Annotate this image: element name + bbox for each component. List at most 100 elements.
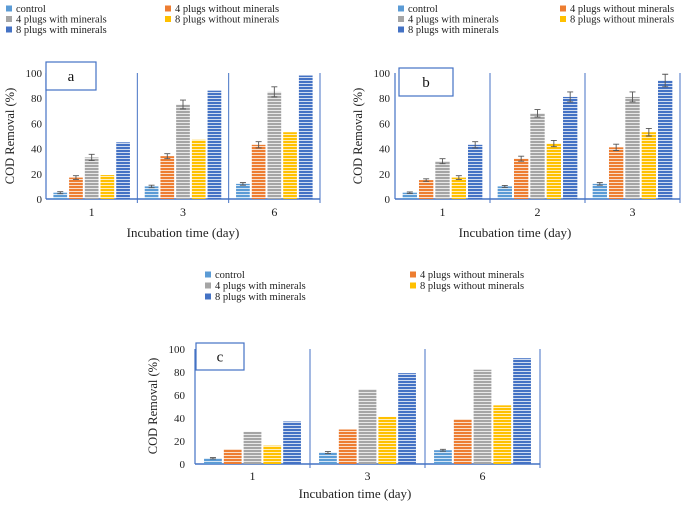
- bar-8-plugs-without-minerals-day-1: [451, 177, 467, 199]
- error-bar: [88, 153, 95, 162]
- error-bar: [439, 448, 446, 452]
- bar-control-day-3: [144, 186, 159, 199]
- bar-4-plugs-with-minerals-day-6: [473, 369, 492, 464]
- bar-8-plugs-with-minerals-day-1: [468, 144, 483, 199]
- bar-4-plugs-without-minerals-day-1: [69, 177, 83, 199]
- error-bar: [518, 155, 525, 162]
- legend-swatch-control: [398, 5, 404, 12]
- y-tick-label: 20: [379, 169, 391, 181]
- error-bar: [472, 141, 479, 149]
- x-tick-label: 3: [630, 205, 636, 219]
- legend-swatch-control: [205, 271, 211, 278]
- bar-8-plugs-with-minerals-day-1: [116, 142, 130, 199]
- legend-label-8-plugs-without-minerals: 8 plugs without minerals: [570, 15, 674, 26]
- bar-4-plugs-with-minerals-day-3: [358, 389, 377, 464]
- x-axis-label: Incubation time (day): [299, 486, 412, 501]
- error-bar: [645, 127, 652, 137]
- bar-control-day-3: [319, 452, 337, 464]
- panel-label-box: [45, 61, 97, 91]
- bar-control-day-6: [434, 450, 452, 464]
- x-axis-label: Incubation time (day): [127, 225, 240, 240]
- legend-label-4-plugs-with-minerals: 4 plugs with minerals: [215, 281, 306, 292]
- legend-swatch-control: [6, 5, 12, 12]
- panel-label: c: [217, 350, 224, 366]
- legend-label-8-plugs-with-minerals: 8 plugs with minerals: [408, 25, 499, 36]
- y-tick-label: 0: [37, 194, 43, 206]
- bar-8-plugs-with-minerals-day-6: [298, 75, 313, 199]
- legend-swatch-4-plugs-without-minerals: [560, 5, 566, 12]
- legend-label-control: control: [408, 4, 438, 15]
- error-bar: [271, 86, 278, 98]
- x-tick-label: 6: [480, 469, 486, 483]
- error-bar: [613, 143, 620, 151]
- bar-4-plugs-without-minerals-day-3: [338, 429, 357, 464]
- chart-panel-a: control 4 plugs without minerals 4 plugs w…: [3, 4, 321, 240]
- bar-8-plugs-without-minerals-day-1: [100, 175, 115, 199]
- x-tick-label: 1: [89, 205, 95, 219]
- legend-swatch-8-plugs-with-minerals: [398, 26, 404, 33]
- bar-8-plugs-with-minerals-day-6: [513, 358, 531, 464]
- error-bar: [164, 153, 171, 160]
- bar-4-plugs-with-minerals-day-1: [84, 157, 99, 199]
- y-tick-label: 40: [379, 144, 391, 156]
- bar-8-plugs-without-minerals-day-6: [493, 405, 512, 464]
- legend-a: control 4 plugs without minerals 4 plugs w…: [6, 4, 279, 36]
- bar-control-day-1: [402, 192, 417, 199]
- legend-swatch-8-plugs-without-minerals: [165, 16, 171, 22]
- bar-control-day-1: [204, 458, 222, 464]
- chart-panel-b: control 4 plugs without minerals 4 plugs w…: [351, 4, 681, 240]
- y-tick-label: 0: [385, 194, 391, 206]
- bar-8-plugs-with-minerals-day-2: [563, 96, 578, 199]
- legend-label-8-plugs-with-minerals: 8 plugs with minerals: [215, 292, 306, 303]
- bar-8-plugs-without-minerals-day-3: [378, 416, 397, 464]
- y-tick-label: 40: [174, 413, 186, 425]
- x-tick-label: 2: [535, 205, 541, 219]
- bar-control-day-1: [53, 192, 68, 199]
- legend-c: control 4 plugs without minerals 4 plugs w…: [205, 270, 524, 303]
- panel-label-box: [398, 67, 454, 97]
- bar-4-plugs-without-minerals-day-1: [223, 449, 242, 464]
- error-bar: [57, 191, 64, 195]
- y-tick-label: 80: [379, 93, 391, 105]
- bar-8-plugs-with-minerals-day-3: [658, 80, 673, 199]
- error-bar: [567, 91, 574, 103]
- y-axis-label: COD Removal (%): [351, 88, 365, 185]
- y-axis-label: COD Removal (%): [3, 88, 17, 185]
- x-tick-label: 6: [271, 205, 277, 219]
- error-bar: [534, 109, 541, 118]
- y-tick-label: 100: [169, 344, 186, 356]
- legend-label-control: control: [215, 270, 245, 281]
- y-tick-label: 0: [180, 459, 186, 471]
- y-axis-label: COD Removal (%): [146, 358, 160, 455]
- error-bar: [324, 451, 331, 454]
- legend-label-8-plugs-without-minerals: 8 plugs without minerals: [420, 281, 524, 292]
- legend-label-4-plugs-with-minerals: 4 plugs with minerals: [16, 15, 107, 26]
- error-bar: [72, 175, 79, 180]
- legend-swatch-4-plugs-without-minerals: [410, 271, 416, 278]
- bar-4-plugs-with-minerals-day-3: [625, 96, 640, 199]
- legend-label-4-plugs-without-minerals: 4 plugs without minerals: [175, 4, 279, 15]
- error-bar: [148, 184, 155, 189]
- x-tick-label: 3: [180, 205, 186, 219]
- y-tick-label: 20: [31, 169, 43, 181]
- bar-8-plugs-with-minerals-day-1: [283, 421, 301, 464]
- legend-label-4-plugs-without-minerals: 4 plugs without minerals: [570, 4, 674, 15]
- legend-label-4-plugs-with-minerals: 4 plugs with minerals: [408, 15, 499, 26]
- error-bar: [501, 184, 508, 188]
- bar-control-day-2: [497, 186, 512, 199]
- legend-label-8-plugs-with-minerals: 8 plugs with minerals: [16, 25, 107, 36]
- error-bar: [180, 99, 186, 110]
- x-axis-label: Incubation time (day): [459, 225, 572, 240]
- error-bar: [209, 457, 216, 460]
- panel-label-box: [195, 342, 245, 371]
- panel-label: a: [68, 69, 75, 85]
- bar-4-plugs-with-minerals-day-2: [530, 113, 545, 199]
- y-tick-label: 80: [31, 93, 43, 105]
- x-tick-label: 1: [440, 205, 446, 219]
- legend-swatch-4-plugs-with-minerals: [205, 282, 211, 289]
- legend-swatch-4-plugs-without-minerals: [165, 5, 171, 12]
- y-tick-label: 80: [174, 367, 186, 379]
- legend-swatch-8-plugs-without-minerals: [560, 16, 566, 22]
- bar-4-plugs-with-minerals-day-6: [267, 91, 282, 199]
